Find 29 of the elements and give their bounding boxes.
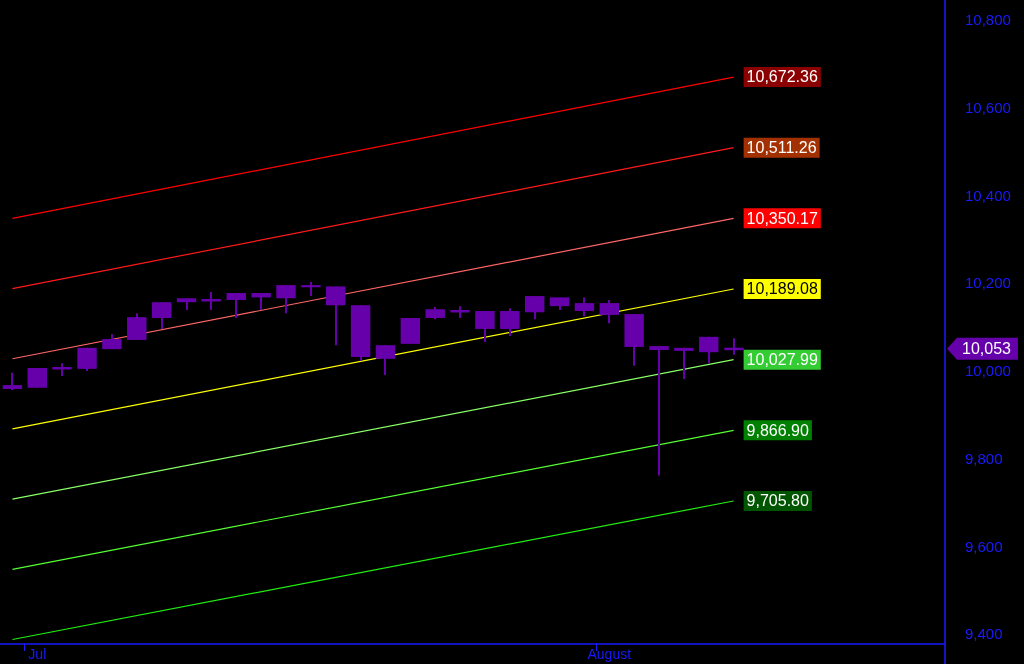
candlestick: [102, 333, 122, 351]
candlestick: [77, 346, 97, 373]
y-tick-label: 9,600: [965, 537, 1003, 555]
x-tick-label: Jul: [28, 646, 47, 663]
candlestick: [624, 313, 644, 367]
data-label: 10,511.26: [746, 139, 817, 157]
data-label: 10,672.36: [746, 68, 818, 86]
candlestick: [425, 306, 445, 321]
y-tick-label: 10,000: [965, 362, 1011, 380]
data-label: 10,027.99: [746, 351, 818, 369]
y-tick-label: 10,800: [965, 11, 1011, 29]
candlestick: [475, 309, 495, 344]
data-label: 10,189.08: [746, 280, 818, 298]
candlestick: [276, 284, 296, 315]
y-tick-label: 10,600: [965, 98, 1011, 116]
y-tick-label: 10,400: [965, 186, 1011, 204]
candlestick: [649, 345, 669, 477]
candlestick: [500, 307, 520, 337]
x-tick-label: August: [587, 646, 632, 663]
y-tick-label: 9,800: [965, 449, 1003, 467]
data-label: 9,705.80: [746, 492, 809, 510]
candlestick: [549, 296, 570, 312]
text: 10,053: [962, 340, 1012, 358]
y-tick-label: 9,400: [965, 625, 1003, 643]
data-label: 9,866.90: [746, 421, 809, 439]
data-label: 10,350.17: [746, 209, 818, 227]
candlestick: [674, 346, 694, 380]
candlestick: [375, 344, 396, 377]
y-tick-label: 10,200: [965, 274, 1011, 292]
